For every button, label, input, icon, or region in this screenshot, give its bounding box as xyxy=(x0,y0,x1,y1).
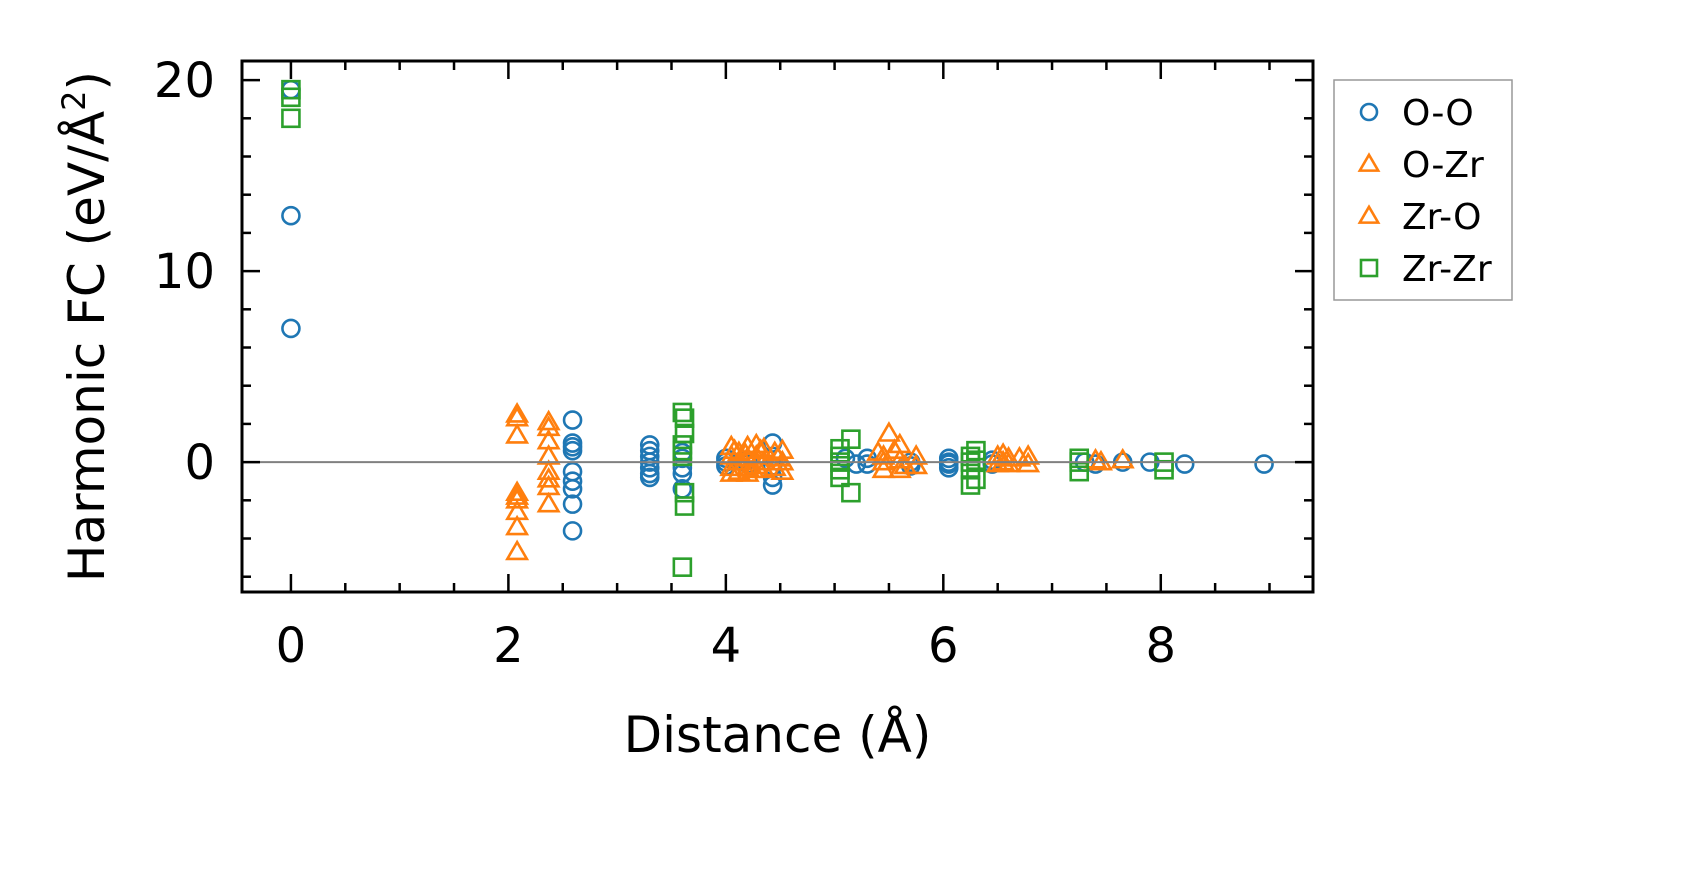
data-point xyxy=(876,421,901,442)
y-tick-label: 20 xyxy=(154,53,215,109)
data-point xyxy=(505,423,530,444)
data-point xyxy=(751,436,776,458)
series-zr-zr xyxy=(281,79,1174,577)
data-point xyxy=(674,408,695,428)
data-point xyxy=(674,482,695,503)
data-point xyxy=(505,539,530,561)
data-point xyxy=(672,402,693,423)
data-point xyxy=(882,438,907,459)
data-point xyxy=(536,409,561,431)
plot-frame xyxy=(240,59,1315,594)
tick-labels: 0 2 4 6 8 0 10 20 xyxy=(154,53,1176,674)
axis-ticks xyxy=(242,61,1313,592)
data-point xyxy=(639,467,660,488)
series-o-zr xyxy=(505,402,1135,561)
legend-label: O-O xyxy=(1402,93,1474,134)
legend-marker xyxy=(1359,258,1379,278)
data-point xyxy=(672,446,693,467)
legend-marker xyxy=(1357,204,1381,224)
data-point xyxy=(770,459,795,481)
data-point xyxy=(966,469,986,490)
data-point xyxy=(841,482,861,503)
data-point xyxy=(1174,454,1195,474)
series-zr-o xyxy=(505,405,1114,505)
data-point xyxy=(505,405,530,427)
data-point xyxy=(1083,447,1108,469)
legend-entry: O-O xyxy=(1359,93,1474,134)
x-tick-label: 8 xyxy=(1146,618,1177,674)
data-point xyxy=(770,449,795,471)
data-point xyxy=(536,491,561,513)
x-axis-label: Distance (Å) xyxy=(624,706,932,764)
data-point xyxy=(505,484,530,505)
data-point xyxy=(281,108,301,129)
data-point xyxy=(505,402,530,423)
data-point xyxy=(562,494,583,514)
data-point xyxy=(722,438,747,459)
x-tick-label: 2 xyxy=(493,618,524,674)
data-point xyxy=(505,514,530,536)
data-point xyxy=(741,457,766,479)
x-tick-label: 6 xyxy=(928,618,959,674)
legend-items: O-O O-Zr Zr-O Zr-Zr xyxy=(1357,93,1492,290)
data-point xyxy=(562,521,583,541)
data-point xyxy=(766,445,791,467)
x-tick-label: 4 xyxy=(711,618,742,674)
legend-label: Zr-O xyxy=(1402,197,1482,238)
y-axis-label: Harmonic FC (eV/Å2) xyxy=(55,71,116,582)
data-point xyxy=(735,434,760,456)
data-point xyxy=(639,458,660,478)
data-point xyxy=(1069,461,1090,482)
data-point xyxy=(719,461,744,482)
data-point xyxy=(893,453,918,475)
data-point xyxy=(562,410,583,430)
legend: O-O O-Zr Zr-O Zr-Zr xyxy=(1333,79,1513,301)
legend-entry: O-Zr xyxy=(1357,145,1484,186)
y-tick-label: 0 xyxy=(184,435,215,491)
legend-label: Zr-Zr xyxy=(1402,249,1492,290)
legend-marker xyxy=(1357,152,1381,172)
legend-entry: Zr-Zr xyxy=(1359,249,1492,290)
data-point xyxy=(562,471,583,492)
legend-entry: Zr-O xyxy=(1357,197,1482,238)
data-point xyxy=(1088,449,1114,471)
data-point xyxy=(887,457,912,479)
legend-label: O-Zr xyxy=(1402,145,1484,186)
data-point xyxy=(1254,454,1274,474)
data-point xyxy=(281,205,301,226)
x-tick-label: 0 xyxy=(276,618,307,674)
data-point xyxy=(960,475,981,495)
data-point xyxy=(871,444,896,465)
data-point xyxy=(866,440,891,461)
data-point xyxy=(966,450,986,471)
data-point xyxy=(536,466,561,488)
data-point xyxy=(281,318,301,339)
data-point xyxy=(1110,447,1135,469)
data-point xyxy=(1007,445,1032,467)
data-point xyxy=(562,440,583,461)
data-point xyxy=(748,438,773,459)
data-point xyxy=(505,487,530,509)
data-point xyxy=(674,496,695,516)
data-point xyxy=(991,449,1016,471)
legend-marker xyxy=(1359,102,1379,122)
data-point xyxy=(938,458,959,478)
data-point xyxy=(281,87,301,108)
y-axis-label-superscript: 2 xyxy=(55,90,93,110)
data-point xyxy=(536,415,561,437)
y-tick-label: 10 xyxy=(154,244,215,300)
data-point xyxy=(830,467,850,488)
data-point xyxy=(904,444,929,465)
data-point xyxy=(841,429,861,449)
data-point xyxy=(735,455,760,477)
data-markers xyxy=(281,79,1274,577)
data-point xyxy=(672,557,693,577)
data-point xyxy=(562,479,583,499)
